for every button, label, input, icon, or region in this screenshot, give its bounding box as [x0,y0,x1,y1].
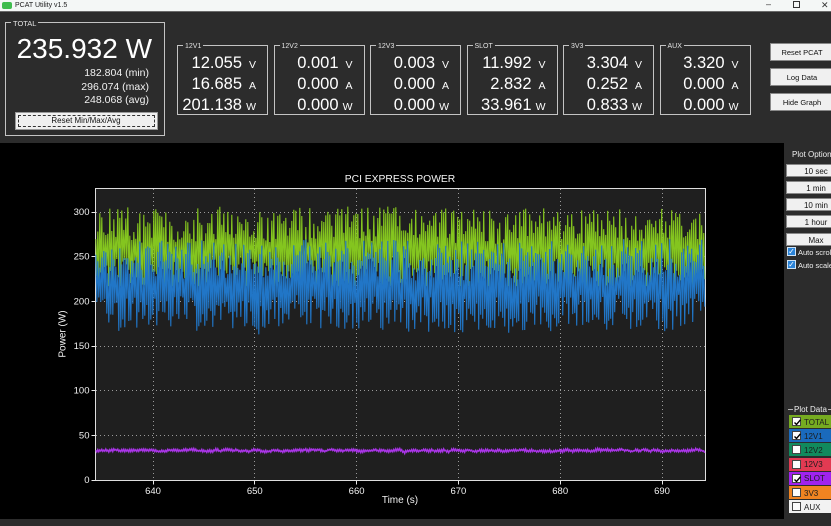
svg-text:50: 50 [79,430,90,441]
svg-text:0: 0 [84,475,89,486]
svg-text:250: 250 [74,252,90,263]
svg-text:Time (s): Time (s) [382,495,418,506]
svg-text:200: 200 [74,296,90,307]
svg-text:300: 300 [74,207,90,218]
svg-text:100: 100 [74,386,90,397]
svg-text:PCI EXPRESS POWER: PCI EXPRESS POWER [345,174,455,185]
svg-text:670: 670 [450,486,466,497]
svg-text:680: 680 [552,486,568,497]
svg-text:640: 640 [145,486,161,497]
svg-text:150: 150 [74,341,90,352]
svg-text:Power (W): Power (W) [58,310,69,357]
svg-text:650: 650 [247,486,263,497]
svg-text:660: 660 [349,486,365,497]
svg-text:690: 690 [654,486,670,497]
